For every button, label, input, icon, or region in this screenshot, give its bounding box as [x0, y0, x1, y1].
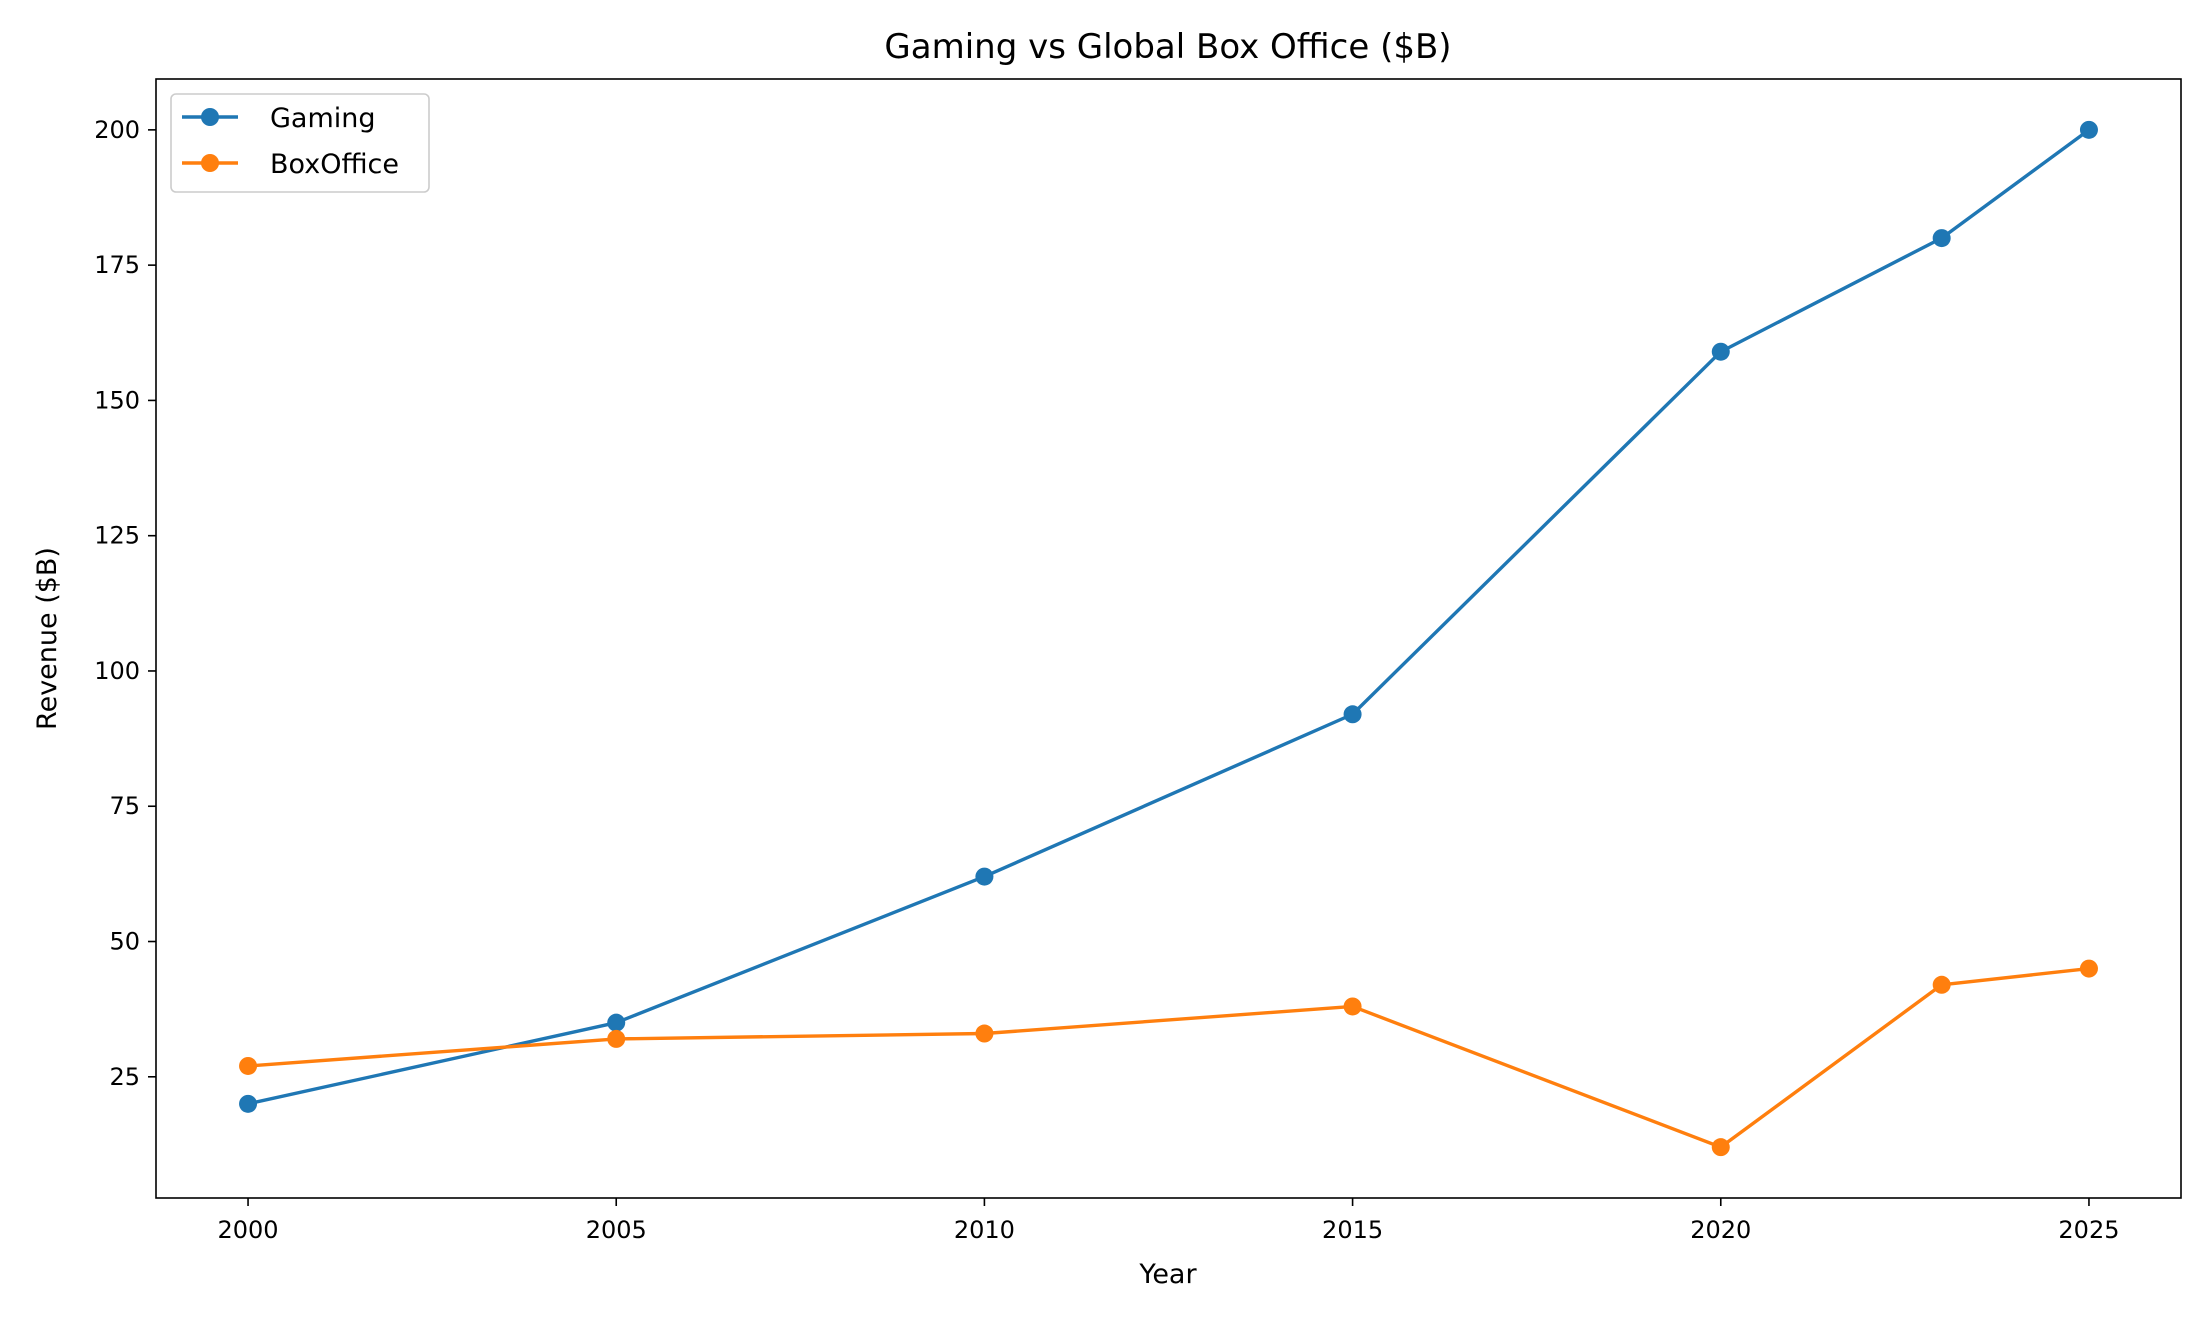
x-tick-label: 2020	[1690, 1216, 1751, 1244]
x-tick-label: 2015	[1322, 1216, 1383, 1244]
data-point-gaming	[975, 867, 994, 886]
data-point-gaming	[1932, 229, 1951, 248]
data-point-boxoffice	[1711, 1138, 1730, 1157]
y-tick-label: 175	[94, 251, 140, 279]
data-point-gaming	[239, 1094, 258, 1113]
data-point-gaming	[607, 1013, 626, 1032]
legend-marker-gaming	[201, 108, 219, 126]
chart-title: Gaming vs Global Box Office ($B)	[884, 27, 1451, 67]
x-axis-ticks: 2000 2005 2010 2015 2020 2025	[218, 1198, 2119, 1244]
legend-marker-boxoffice	[201, 154, 219, 172]
y-tick-label: 125	[94, 522, 140, 550]
data-point-boxoffice	[975, 1024, 994, 1043]
x-tick-label: 2025	[2058, 1216, 2119, 1244]
legend-label-gaming: Gaming	[270, 103, 376, 134]
y-tick-label: 50	[109, 928, 140, 956]
data-point-boxoffice	[1932, 975, 1951, 994]
plot-area	[156, 79, 2181, 1198]
x-tick-label: 2010	[954, 1216, 1015, 1244]
data-point-boxoffice	[1343, 997, 1362, 1016]
data-point-gaming	[1343, 705, 1362, 724]
x-axis-label: Year	[1138, 1259, 1197, 1290]
y-tick-label: 200	[94, 116, 140, 144]
y-tick-label: 75	[109, 792, 140, 820]
y-axis-ticks: 25 50 75 100 125 150 175 200	[94, 116, 156, 1091]
y-axis-label: Revenue ($B)	[32, 547, 63, 730]
legend: Gaming BoxOffice	[170, 93, 430, 193]
legend-label-boxoffice: BoxOffice	[270, 149, 399, 180]
data-point-boxoffice	[2079, 959, 2098, 978]
plot-frame	[155, 78, 2182, 1199]
x-tick-label: 2005	[586, 1216, 647, 1244]
x-tick-label: 2000	[218, 1216, 279, 1244]
data-point-boxoffice	[239, 1056, 258, 1075]
data-point-boxoffice	[607, 1029, 626, 1048]
data-point-gaming	[1711, 342, 1730, 361]
y-tick-label: 150	[94, 386, 140, 414]
data-point-gaming	[2079, 120, 2098, 139]
y-tick-label: 100	[94, 657, 140, 685]
y-tick-label: 25	[109, 1063, 140, 1091]
series-layer	[239, 120, 2098, 1157]
